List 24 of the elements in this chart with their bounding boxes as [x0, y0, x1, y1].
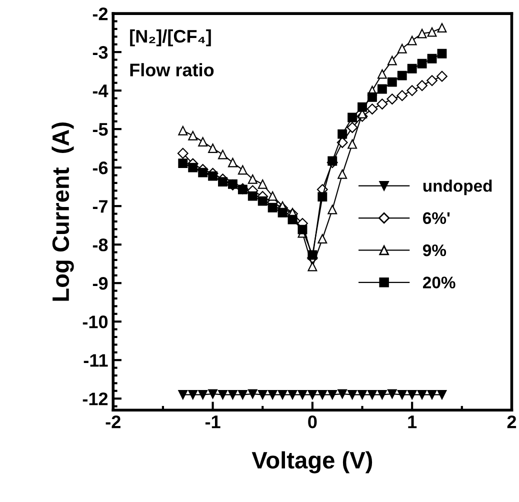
x-tick-label: -2: [106, 415, 120, 428]
y-tick-label: -7: [92, 200, 108, 213]
y-tick-label: -2: [92, 7, 108, 20]
y-tick-label: -6: [92, 162, 108, 174]
x-axis-title: Voltage (V): [252, 451, 372, 474]
annotation: [N₂]/[CF₄]: [130, 29, 211, 46]
y-tick-label: -12: [82, 392, 108, 406]
x-tick-label: 2: [507, 415, 516, 428]
y-tick-label: -4: [92, 84, 108, 98]
x-tick-label: 0: [308, 415, 317, 428]
annotation: Flow ratio: [130, 63, 214, 76]
x-tick-label: 1: [408, 416, 417, 428]
y-tick-label: -8: [92, 238, 108, 252]
legend-label: 6%': [423, 212, 450, 224]
legend-label: 20%: [422, 276, 456, 288]
x-tick-label: -1: [205, 416, 220, 428]
y-tick-label: -9: [92, 277, 108, 290]
legend-label: undoped: [423, 180, 492, 196]
y-tick-label: -10: [82, 316, 108, 328]
y-tick-label: -5: [92, 123, 108, 136]
y-axis-title: Log Current (A): [52, 122, 74, 301]
legend-label: 9%: [422, 244, 446, 256]
y-tick-label: -3: [92, 46, 108, 59]
y-tick-label: -11: [84, 354, 108, 367]
